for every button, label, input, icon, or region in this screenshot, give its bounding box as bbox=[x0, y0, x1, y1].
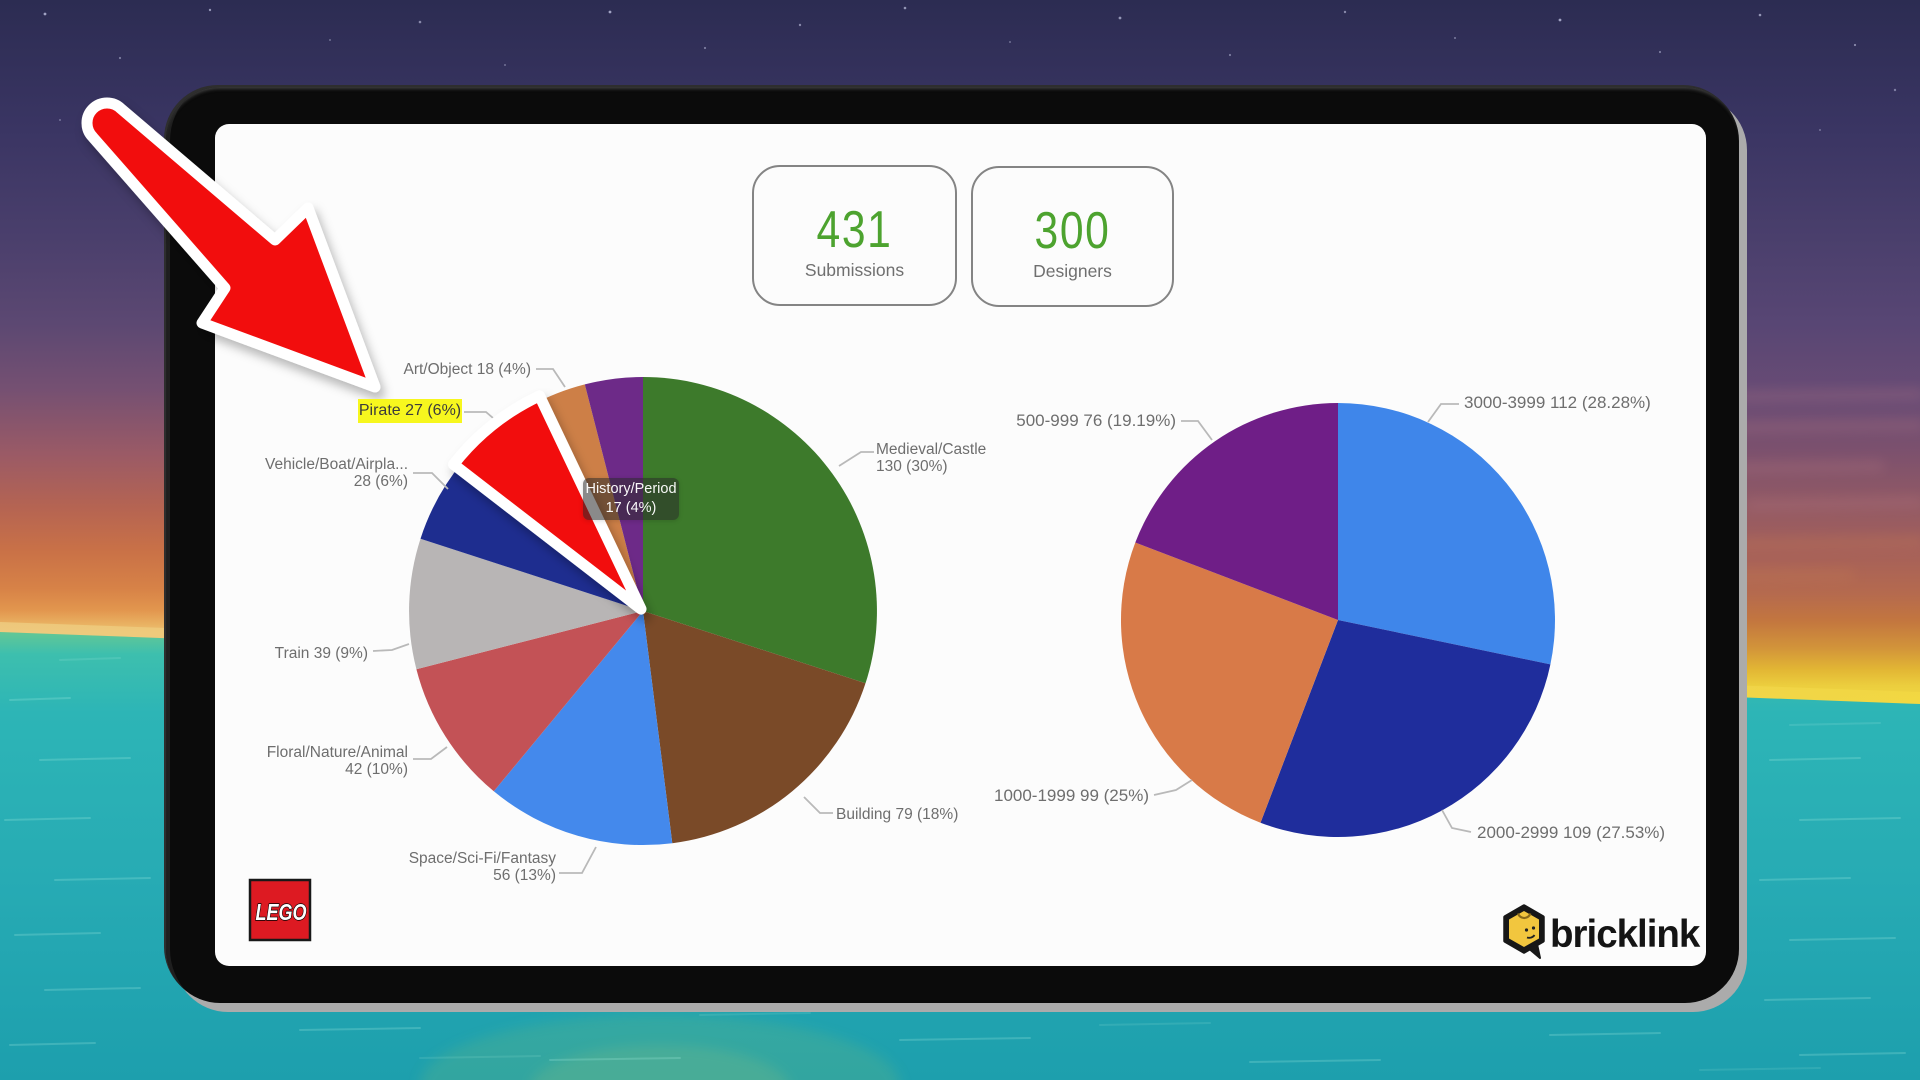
svg-text:LEGO: LEGO bbox=[256, 899, 307, 925]
svg-text:bricklink: bricklink bbox=[1550, 913, 1701, 956]
